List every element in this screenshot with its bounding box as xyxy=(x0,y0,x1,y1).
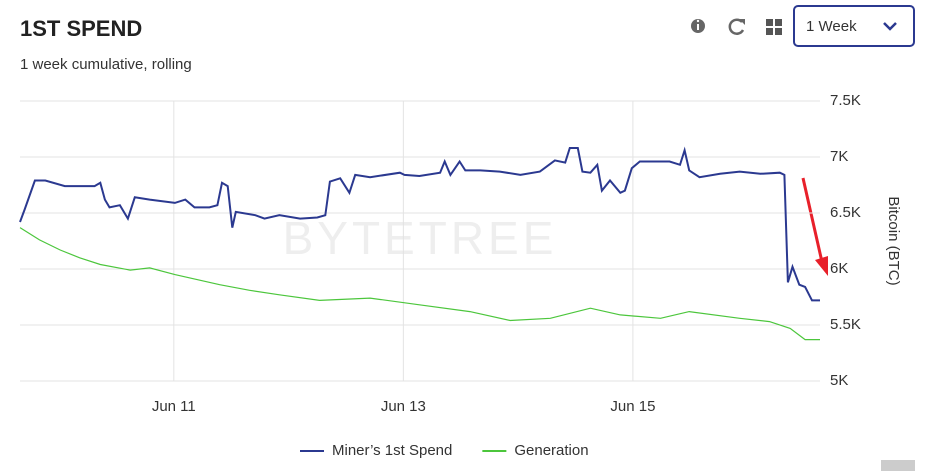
subtitle: 1 week cumulative, rolling xyxy=(20,56,192,73)
refresh-icon[interactable] xyxy=(728,18,745,35)
x-tick-label: Jun 13 xyxy=(381,398,426,415)
x-tick-label: Jun 11 xyxy=(152,398,196,415)
y-tick-label: 6K xyxy=(830,260,848,277)
scroll-button[interactable] xyxy=(881,460,915,471)
title: 1ST SPEND xyxy=(20,16,142,41)
y-tick-label: 7.5K xyxy=(830,92,861,109)
watermark: BYTETREE xyxy=(283,212,558,264)
annotation-arrow xyxy=(801,177,824,263)
dropdown-label: 1 Week xyxy=(806,18,857,35)
y-tick-label: 5.5K xyxy=(830,316,861,333)
x-tick-label: Jun 15 xyxy=(610,398,655,415)
annotation-arrowhead xyxy=(815,256,828,276)
grid-icon[interactable] xyxy=(766,19,782,35)
y-tick-label: 7K xyxy=(830,148,848,165)
period-dropdown[interactable]: 1 Week xyxy=(793,5,915,47)
y-tick-label: 5K xyxy=(830,372,848,389)
info-icon[interactable] xyxy=(691,19,705,33)
series-line xyxy=(19,227,820,341)
series-line xyxy=(19,146,820,302)
y-tick-label: 6.5K xyxy=(830,204,861,221)
y-axis-title: Bitcoin (BTC) xyxy=(885,196,902,285)
legend-label: Miner’s 1st Spend xyxy=(332,442,452,459)
legend-label: Generation xyxy=(514,442,588,459)
